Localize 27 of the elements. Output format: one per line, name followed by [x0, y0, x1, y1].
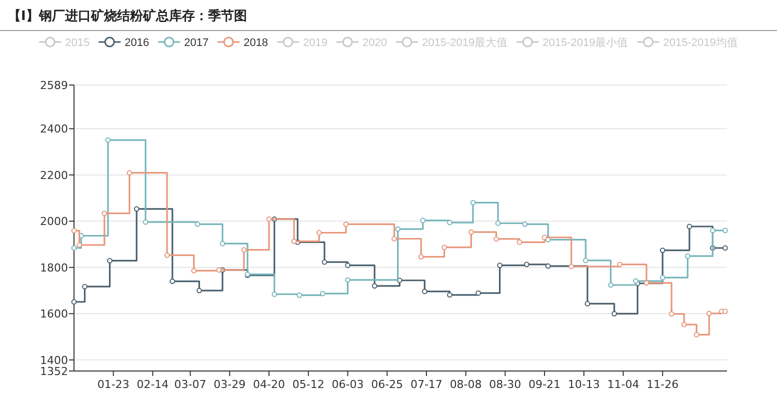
y-tick-label: 1400 — [40, 354, 68, 367]
y-tick-label: 1352 — [40, 365, 68, 378]
x-tick-label: 09-21 — [528, 378, 560, 391]
x-tick-label: 04-20 — [253, 378, 285, 391]
x-tick-label: 05-12 — [292, 378, 324, 391]
x-tick-label: 10-13 — [568, 378, 600, 391]
x-tick-label: 07-17 — [410, 378, 442, 391]
x-tick-label: 08-30 — [489, 378, 522, 391]
legend-label: 2017 — [184, 37, 209, 49]
x-tick-label: 08-08 — [450, 378, 482, 391]
x-tick-label: 06-25 — [371, 378, 404, 391]
legend-label: 2018 — [244, 37, 268, 49]
x-tick-label: 11-26 — [646, 378, 679, 391]
x-tick-label: 06-03 — [332, 378, 364, 391]
y-tick-label: 2200 — [40, 168, 68, 182]
legend-label: 2016 — [124, 37, 150, 49]
title: 【I】钢厂进口矿烧结粉矿总库存：季节图 — [8, 9, 247, 24]
y-tick-label: 1800 — [40, 261, 68, 274]
x-tick-label: 01-23 — [97, 378, 130, 391]
x-tick-label: 03-07 — [174, 378, 206, 391]
x-tick-label: 02-14 — [136, 378, 169, 391]
y-tick-label: 2400 — [40, 122, 68, 136]
y-tick-label: 2000 — [40, 215, 68, 228]
y-tick-label: 2589 — [40, 79, 68, 92]
y-tick-label: 1600 — [40, 308, 68, 321]
x-tick-label: 03-29 — [214, 378, 246, 391]
x-tick-label: 11-04 — [607, 378, 640, 391]
